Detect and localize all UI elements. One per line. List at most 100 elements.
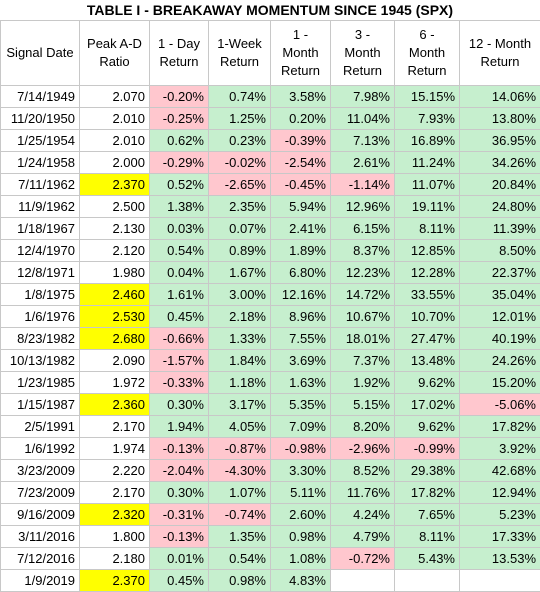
peak-ad-ratio-cell: 2.170 <box>80 416 150 438</box>
return-6-month-cell: 7.65% <box>395 504 460 526</box>
return-6-month-cell: 17.02% <box>395 394 460 416</box>
return-1-month-cell: 1.08% <box>271 548 331 570</box>
table-title: TABLE I - BREAKAWAY MOMENTUM SINCE 1945 … <box>0 0 540 20</box>
return-1-month-cell: 3.58% <box>271 86 331 108</box>
return-12-month-cell: 24.80% <box>460 196 540 218</box>
return-6-month-cell: 5.43% <box>395 548 460 570</box>
return-6-month-cell <box>395 570 460 592</box>
peak-ad-ratio-cell: 2.370 <box>80 570 150 592</box>
return-1-day-cell: -0.20% <box>150 86 209 108</box>
return-12-month-cell: -5.06% <box>460 394 540 416</box>
peak-ad-ratio-cell: 1.974 <box>80 438 150 460</box>
return-6-month-cell: 11.07% <box>395 174 460 196</box>
signal-date-cell: 9/16/2009 <box>1 504 80 526</box>
return-1-month-cell: -0.45% <box>271 174 331 196</box>
return-1-month-cell: 3.30% <box>271 460 331 482</box>
return-3-month-cell: 11.04% <box>331 108 395 130</box>
return-1-month-cell: 5.94% <box>271 196 331 218</box>
signal-date-cell: 3/11/2016 <box>1 526 80 548</box>
return-6-month-cell: 27.47% <box>395 328 460 350</box>
return-12-month-cell: 8.50% <box>460 240 540 262</box>
peak-ad-ratio-cell: 2.500 <box>80 196 150 218</box>
signal-date-cell: 3/23/2009 <box>1 460 80 482</box>
return-1-week-cell: -0.02% <box>209 152 271 174</box>
return-1-week-cell: 4.05% <box>209 416 271 438</box>
return-1-month-cell: 8.96% <box>271 306 331 328</box>
peak-ad-ratio-cell: 2.460 <box>80 284 150 306</box>
return-1-week-cell: -0.87% <box>209 438 271 460</box>
return-1-month-cell: 2.41% <box>271 218 331 240</box>
signal-date-cell: 7/14/1949 <box>1 86 80 108</box>
return-6-month-cell: 12.85% <box>395 240 460 262</box>
peak-ad-ratio-cell: 2.010 <box>80 108 150 130</box>
return-1-week-cell: 1.33% <box>209 328 271 350</box>
return-1-day-cell: -0.13% <box>150 438 209 460</box>
return-3-month-cell: -2.96% <box>331 438 395 460</box>
return-3-month-cell: 7.37% <box>331 350 395 372</box>
header-line: 1 - <box>275 26 326 44</box>
signal-date-cell: 1/15/1987 <box>1 394 80 416</box>
return-6-month-cell: 11.24% <box>395 152 460 174</box>
return-1-month-cell: 6.80% <box>271 262 331 284</box>
return-12-month-cell: 20.84% <box>460 174 540 196</box>
peak-ad-ratio-cell: 2.680 <box>80 328 150 350</box>
return-3-month-cell <box>331 570 395 592</box>
signal-date-cell: 1/6/1976 <box>1 306 80 328</box>
return-12-month-cell: 12.94% <box>460 482 540 504</box>
header-line: Peak A-D <box>84 35 145 53</box>
header-signal-date: Signal Date <box>1 21 80 86</box>
return-1-day-cell: 0.03% <box>150 218 209 240</box>
return-12-month-cell: 3.92% <box>460 438 540 460</box>
signal-date-cell: 12/4/1970 <box>1 240 80 262</box>
signal-date-cell: 2/5/1991 <box>1 416 80 438</box>
return-1-month-cell: 5.11% <box>271 482 331 504</box>
header-line: 12 - Month <box>464 35 536 53</box>
return-1-month-cell: 12.16% <box>271 284 331 306</box>
return-1-month-cell: 7.55% <box>271 328 331 350</box>
return-1-week-cell: 0.74% <box>209 86 271 108</box>
return-1-day-cell: -1.57% <box>150 350 209 372</box>
return-1-day-cell: 0.62% <box>150 130 209 152</box>
return-1-day-cell: 0.45% <box>150 570 209 592</box>
return-1-month-cell: -0.98% <box>271 438 331 460</box>
return-3-month-cell: -0.72% <box>331 548 395 570</box>
return-1-month-cell: 0.98% <box>271 526 331 548</box>
signal-date-cell: 10/13/1982 <box>1 350 80 372</box>
return-6-month-cell: 10.70% <box>395 306 460 328</box>
signal-date-cell: 1/25/1954 <box>1 130 80 152</box>
return-1-month-cell: 4.83% <box>271 570 331 592</box>
peak-ad-ratio-cell: 2.360 <box>80 394 150 416</box>
return-6-month-cell: 19.11% <box>395 196 460 218</box>
return-1-month-cell: -0.39% <box>271 130 331 152</box>
return-3-month-cell: 8.37% <box>331 240 395 262</box>
peak-ad-ratio-cell: 2.090 <box>80 350 150 372</box>
return-3-month-cell: -1.14% <box>331 174 395 196</box>
return-6-month-cell: 8.11% <box>395 218 460 240</box>
header-line: Ratio <box>84 53 145 71</box>
return-3-month-cell: 18.01% <box>331 328 395 350</box>
return-1-day-cell: 0.52% <box>150 174 209 196</box>
return-1-week-cell: 0.54% <box>209 548 271 570</box>
return-1-week-cell: 1.84% <box>209 350 271 372</box>
header-line: Return <box>335 62 390 80</box>
return-12-month-cell: 11.39% <box>460 218 540 240</box>
return-1-week-cell: 1.07% <box>209 482 271 504</box>
return-1-month-cell: 0.20% <box>271 108 331 130</box>
